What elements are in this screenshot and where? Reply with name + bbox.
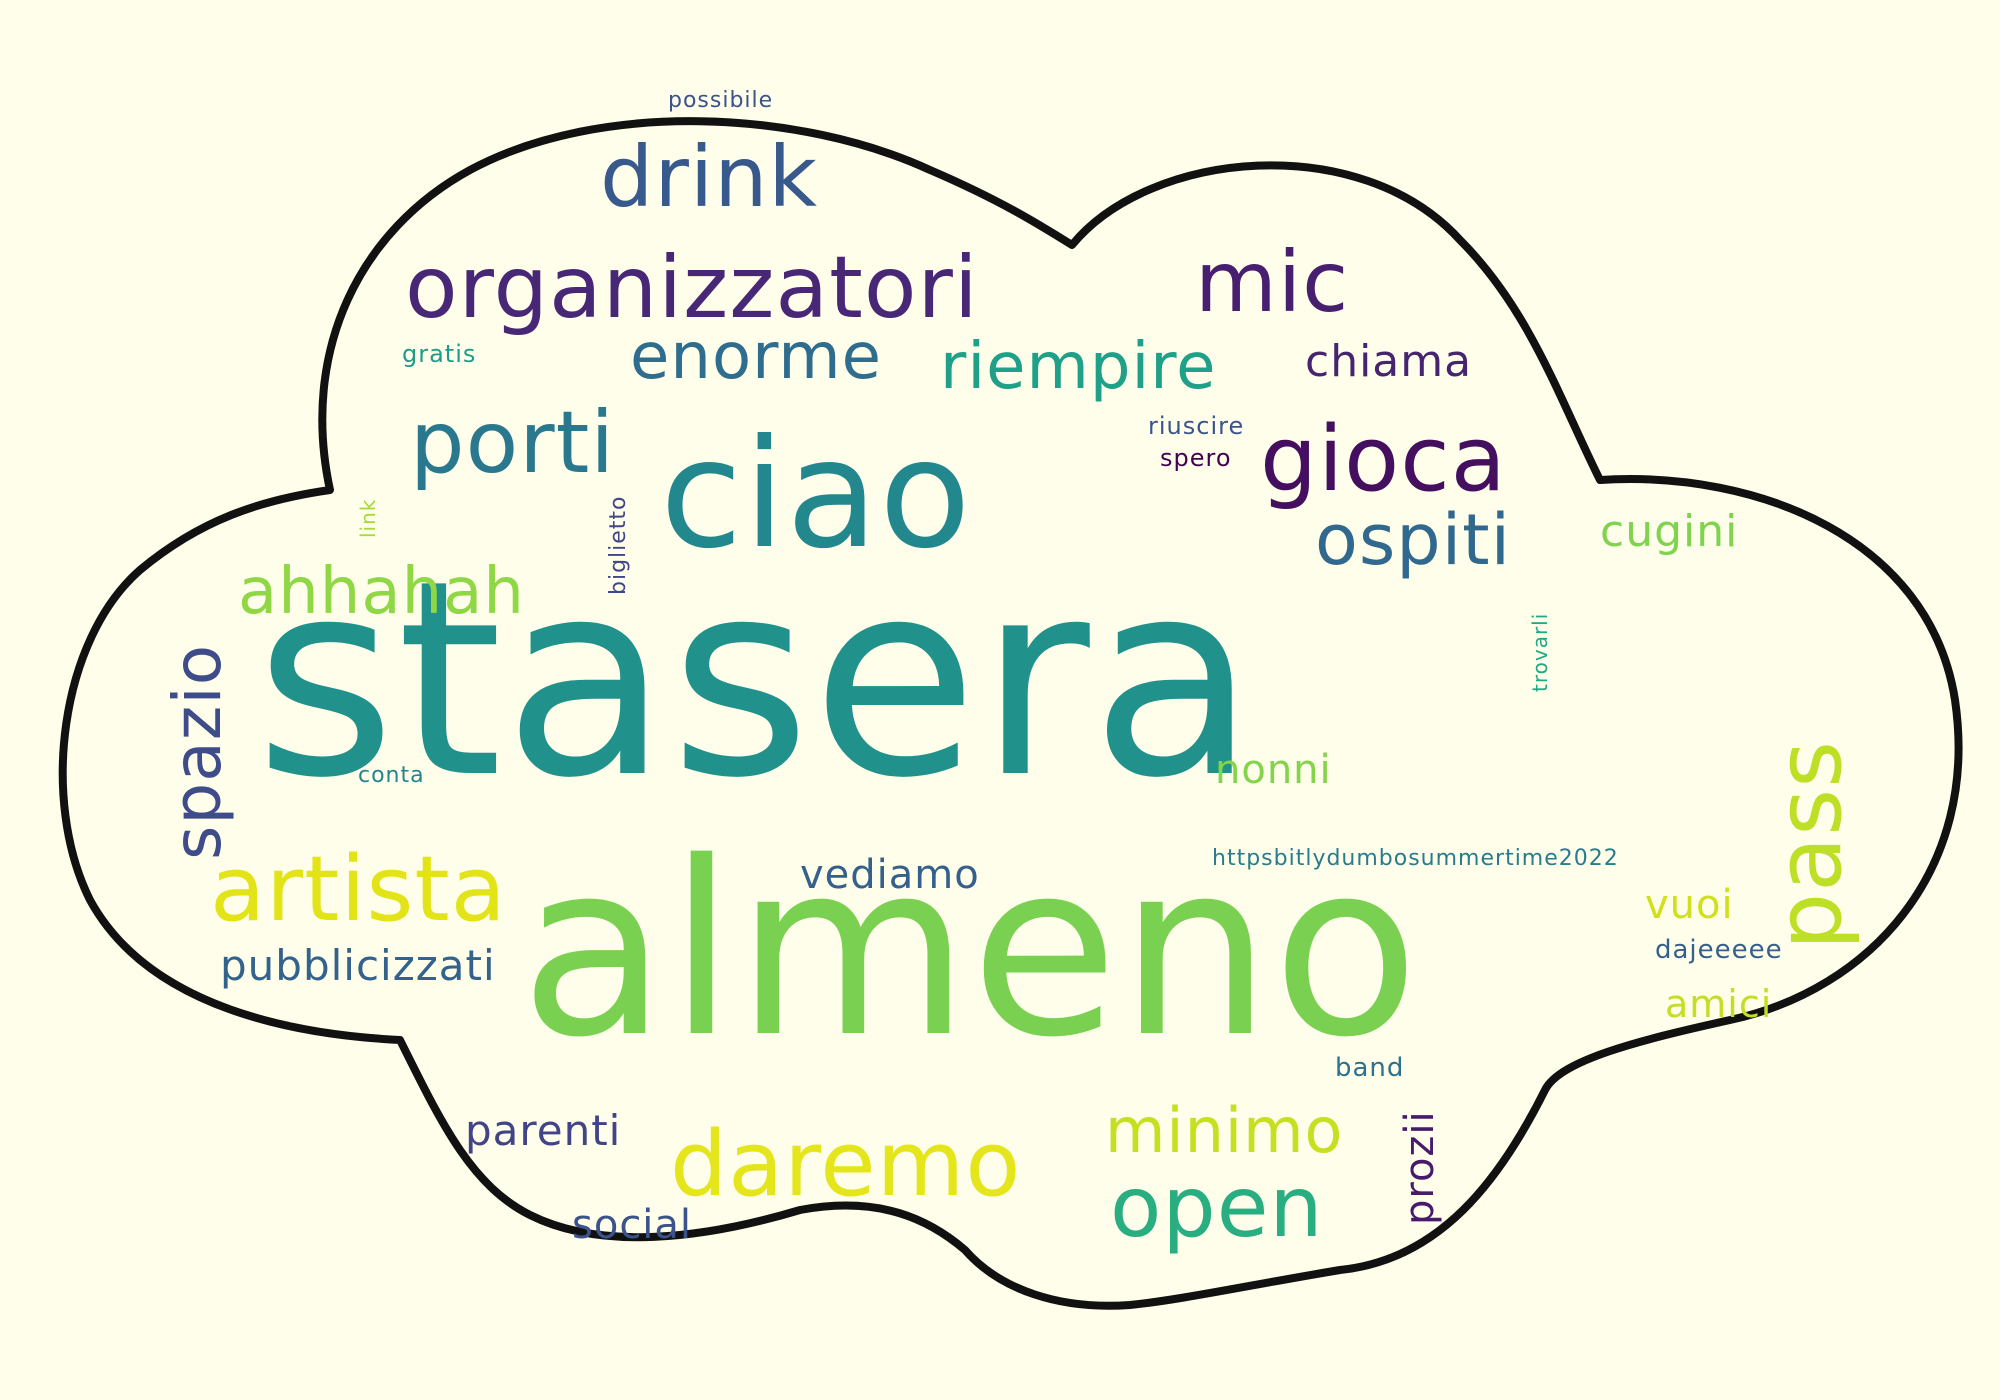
word-organizzatori: organizzatori [405, 238, 979, 338]
word-link: link [356, 498, 380, 538]
word-dajeeeee: dajeeeee [1655, 935, 1783, 965]
word-porti: porti [410, 393, 616, 493]
word-prozii: prozii [1397, 1110, 1443, 1225]
word-spero: spero [1160, 444, 1232, 472]
word-parenti: parenti [465, 1106, 622, 1155]
word-mic: mic [1195, 233, 1350, 331]
word-httpsbitlydumbosummertime2022: httpsbitlydumbosummertime2022 [1212, 846, 1619, 871]
word-daremo: daremo [670, 1112, 1022, 1217]
word-chiama: chiama [1305, 336, 1473, 387]
word-trovarli: trovarli [1528, 612, 1552, 692]
word-riempire: riempire [940, 330, 1217, 404]
word-band: band [1335, 1053, 1405, 1083]
word-artista: artista [210, 837, 507, 942]
word-cugini: cugini [1600, 506, 1739, 557]
word-spazio: spazio [159, 643, 236, 860]
word-ospiti: ospiti [1315, 499, 1512, 581]
word-stasera: stasera [255, 522, 1258, 837]
word-gioca: gioca [1260, 407, 1507, 512]
word-nonni: nonni [1215, 747, 1332, 793]
word-pass: pass [1757, 739, 1862, 950]
word-possibile: possibile [668, 88, 774, 113]
word-minimo: minimo [1105, 1094, 1344, 1167]
word-drink: drink [600, 128, 819, 226]
word-almeno: almeno [520, 810, 1421, 1090]
word-social: social [572, 1202, 693, 1248]
word-gratis: gratis [402, 340, 477, 368]
word-amici: amici [1665, 982, 1773, 1026]
word-ciao: ciao [660, 408, 972, 582]
word-conta: conta [358, 763, 425, 788]
word-ahhahah: ahhahah [238, 555, 525, 629]
word-pubblicizzati: pubblicizzati [220, 941, 496, 990]
word-vediamo: vediamo [800, 852, 980, 898]
word-open: open [1110, 1158, 1324, 1256]
word-enorme: enorme [630, 320, 882, 394]
word-biglietto: biglietto [606, 495, 631, 595]
word-vuoi: vuoi [1645, 882, 1734, 928]
cloud-outline-path [58, 117, 1963, 1310]
word-riuscire: riuscire [1148, 412, 1245, 440]
